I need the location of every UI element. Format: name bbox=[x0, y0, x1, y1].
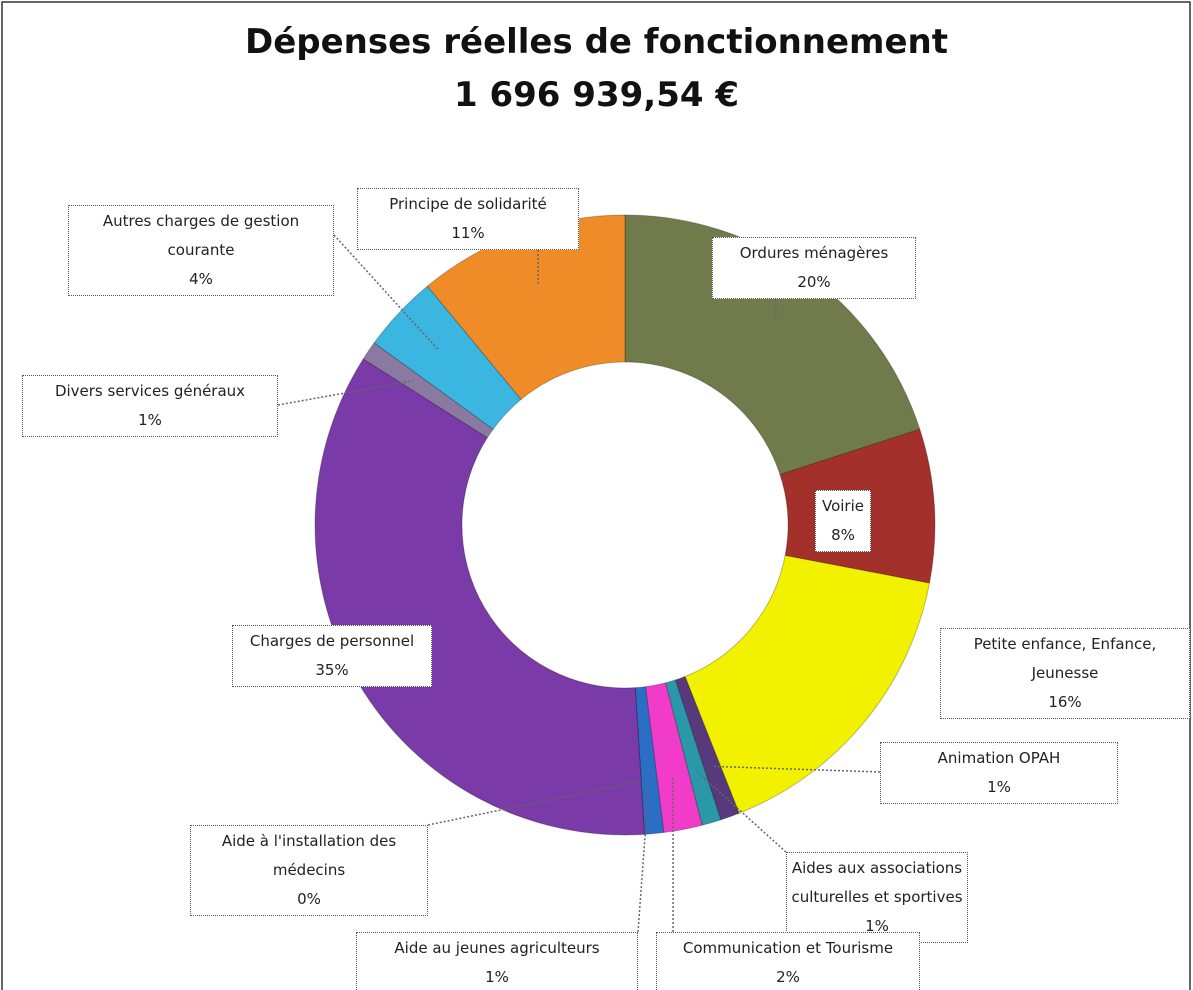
label-name: Aides aux associations culturelles et sp… bbox=[791, 859, 963, 906]
data-label: Principe de solidarité 11% bbox=[357, 188, 579, 250]
label-value: 1% bbox=[865, 917, 889, 935]
leader-line bbox=[277, 380, 413, 406]
data-label: Ordures ménagères 20% bbox=[712, 237, 916, 299]
label-value: 35% bbox=[315, 661, 349, 679]
label-value: 2% bbox=[776, 968, 800, 986]
leader-line bbox=[711, 765, 881, 773]
donut-slice bbox=[362, 342, 494, 439]
label-value: 20% bbox=[797, 273, 831, 291]
donut-slice bbox=[684, 554, 931, 814]
leader-line bbox=[333, 234, 439, 350]
label-name: Ordures ménagères bbox=[739, 244, 889, 262]
label-value: 1% bbox=[138, 411, 162, 429]
label-value: 1% bbox=[987, 778, 1011, 796]
data-label: Aide à l'installation des médecins 0% bbox=[190, 825, 428, 916]
leader-line bbox=[427, 780, 642, 826]
label-name: Communication et Tourisme bbox=[682, 939, 894, 957]
donut-slice bbox=[664, 679, 722, 826]
chart-subtitle: 1 696 939,54 € bbox=[454, 75, 739, 115]
label-name: Charges de personnel bbox=[249, 632, 415, 650]
data-label: Communication et Tourisme 2% bbox=[656, 932, 920, 990]
label-value: 16% bbox=[1048, 693, 1082, 711]
label-value: 11% bbox=[451, 224, 485, 242]
data-label: Aides aux associations culturelles et sp… bbox=[786, 852, 968, 943]
data-label: Autres charges de gestion courante 4% bbox=[68, 205, 334, 296]
leader-line bbox=[696, 770, 787, 853]
label-name: Petite enfance, Enfance, Jeunesse bbox=[973, 635, 1157, 682]
label-value: 1% bbox=[485, 968, 509, 986]
data-label: Animation OPAH 1% bbox=[880, 742, 1118, 804]
data-label: Charges de personnel 35% bbox=[232, 625, 432, 687]
label-name: Voirie bbox=[821, 497, 864, 515]
label-name: Autres charges de gestion courante bbox=[102, 212, 300, 259]
donut-slice bbox=[674, 675, 740, 821]
label-name: Aide à l'installation des médecins bbox=[221, 832, 397, 879]
label-name: Animation OPAH bbox=[937, 749, 1061, 767]
donut-slice bbox=[426, 214, 626, 401]
label-value: 8% bbox=[831, 526, 855, 544]
label-value: 0% bbox=[297, 890, 321, 908]
label-name: Aide au jeunes agriculteurs bbox=[394, 939, 600, 957]
data-label: Petite enfance, Enfance, Jeunesse 16% bbox=[940, 628, 1190, 719]
data-label: Voirie 8% bbox=[815, 490, 871, 552]
leader-line bbox=[637, 780, 650, 933]
label-name: Principe de solidarité bbox=[389, 195, 547, 213]
label-value: 4% bbox=[189, 270, 213, 288]
data-label: Aide au jeunes agriculteurs 1% bbox=[356, 932, 638, 990]
data-label: Divers services généraux 1% bbox=[22, 375, 278, 437]
donut-slice bbox=[314, 358, 645, 836]
donut-slice bbox=[634, 686, 665, 835]
chart-title: Dépenses réelles de fonctionnement bbox=[244, 22, 948, 62]
label-name: Divers services généraux bbox=[54, 382, 246, 400]
donut-slice bbox=[624, 214, 921, 476]
